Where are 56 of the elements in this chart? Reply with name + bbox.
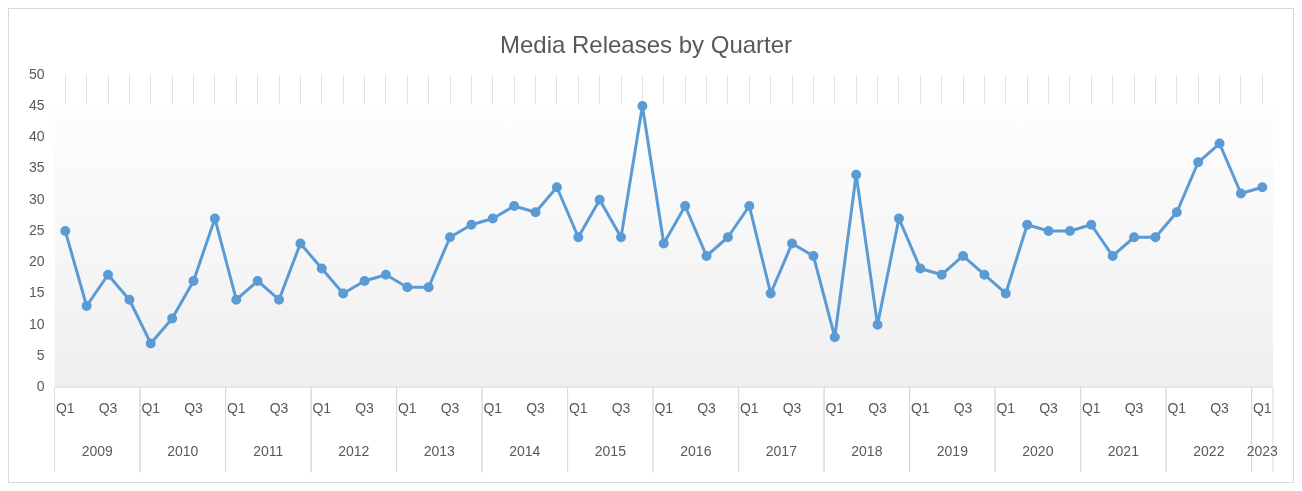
x-tick-label: Q3 [184,400,204,417]
x-tick-label: Q3 [269,400,289,417]
x-tick-label: Q1 [312,400,332,417]
x-tick-label: Q1 [141,400,161,417]
x-tick-label: Q1 [1081,400,1101,417]
text: 2014 [509,443,541,460]
x-tick-label: Q1 [55,400,75,417]
text: 2016 [680,443,712,460]
x-tick-label: Q1 [397,400,417,417]
x-tick-label: Q1 [1252,400,1272,417]
y-tick-label: 5 [36,346,45,363]
x-tick-label: Q3 [440,400,460,417]
x-tick-label: Q3 [782,400,802,417]
text: 2023 [1246,443,1279,460]
x-tick-label: Q1 [910,400,930,417]
x-tick-label: Q1 [568,400,588,417]
y-tick-label: 30 [28,190,45,207]
text: 2019 [936,443,969,460]
y-tick-label: 0 [36,378,45,395]
text: 2010 [167,443,199,460]
x-tick-label: Q3 [98,400,118,417]
x-tick-label: Q1 [739,400,759,417]
y-tick-label: 15 [28,284,45,301]
x-tick-label: Q1 [825,400,845,417]
x-tick-label: Q3 [526,400,546,417]
chart-title: Media Releases by Quarter [499,31,793,59]
y-tick-label: 20 [28,253,45,270]
text: 2018 [851,443,883,460]
x-tick-label: Q3 [1210,400,1230,417]
text: 2021 [1107,443,1140,460]
y-tick-label: 45 [28,96,45,113]
y-tick-label: 35 [28,159,45,176]
text: 2009 [81,443,114,460]
text: 2022 [1193,443,1225,460]
text: 2013 [423,443,456,460]
x-tick-label: Q3 [355,400,375,417]
x-tick-label: Q1 [996,400,1016,417]
text: 2017 [765,443,798,460]
x-tick-label: Q1 [1167,400,1187,417]
x-tick-label: Q3 [1039,400,1059,417]
x-tick-label: Q3 [697,400,717,417]
y-tick-label: 10 [28,315,45,332]
x-tick-label: Q1 [654,400,674,417]
y-tick-label: 40 [28,128,45,145]
x-tick-label: Q3 [953,400,973,417]
x-tick-label: Q1 [226,400,246,417]
x-tick-label: Q3 [868,400,888,417]
text: 2015 [594,443,627,460]
x-tick-label: Q1 [483,400,503,417]
x-tick-label: Q3 [611,400,631,417]
y-tick-label: 25 [28,221,45,238]
text: 2020 [1022,443,1054,460]
text: 2012 [338,443,370,460]
x-tick-label: Q3 [1124,400,1144,417]
y-tick-label: 50 [28,65,45,82]
text: 2011 [253,443,284,460]
